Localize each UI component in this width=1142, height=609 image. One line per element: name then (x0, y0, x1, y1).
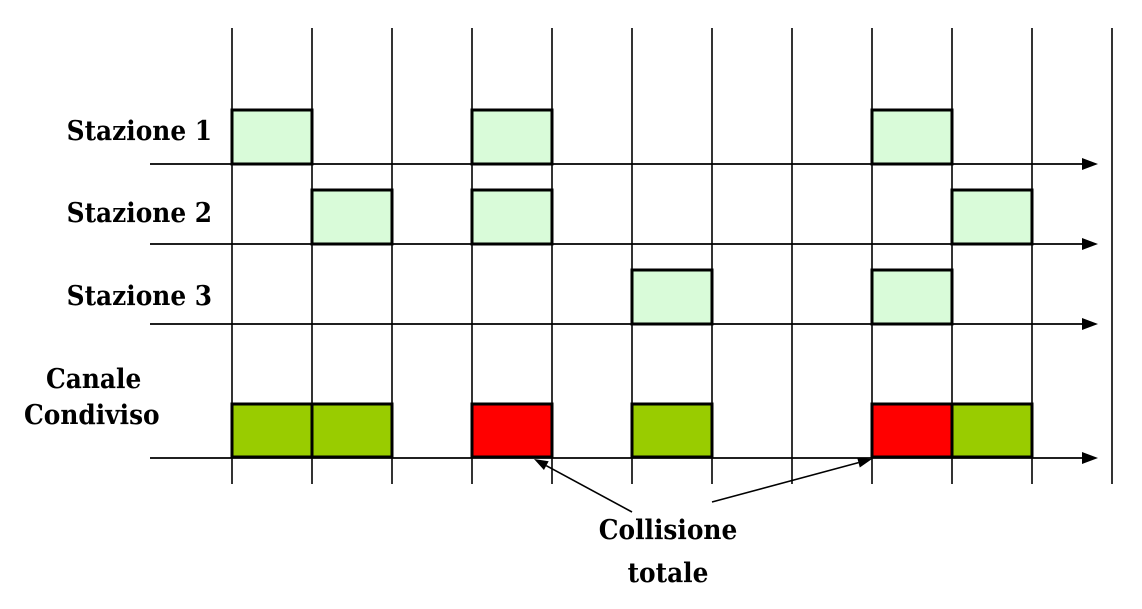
station-2-label: Stazione 2 (66, 198, 212, 229)
station-1-frame (470, 108, 554, 166)
channel-label-line1: Canale (46, 364, 142, 395)
channel-collision-frame (870, 402, 954, 459)
station-1-frame (230, 108, 314, 166)
frames (230, 108, 1034, 459)
time-arrow-icon (1082, 318, 1098, 330)
station-1-label: Stazione 1 (66, 116, 212, 147)
channel-frame (630, 402, 714, 459)
channel-collision-frame (470, 402, 554, 459)
station-2-frame (310, 188, 394, 246)
station-3-label: Stazione 3 (66, 281, 212, 312)
time-arrow-icon (1082, 238, 1098, 250)
channel-frame (950, 402, 1034, 459)
station-3-frame (870, 268, 954, 326)
collision-label-line2: totale (627, 558, 709, 589)
channel-frame (310, 402, 394, 459)
time-arrow-icon (1082, 158, 1098, 170)
station-3-frame (630, 268, 714, 326)
time-arrow-icon (1082, 452, 1098, 464)
collision-pointer-line (711, 461, 859, 503)
channel-label-line2: Condiviso (24, 400, 160, 431)
collision-label-line1: Collisione (598, 515, 738, 546)
collision-pointers (534, 457, 872, 513)
station-1-frame (870, 108, 954, 166)
collision-arrow-icon (534, 459, 549, 471)
collision-arrow-icon (857, 457, 872, 468)
station-2-frame (470, 188, 554, 246)
collision-pointer-line (545, 464, 633, 513)
station-2-frame (950, 188, 1034, 246)
channel-frame (230, 402, 314, 459)
